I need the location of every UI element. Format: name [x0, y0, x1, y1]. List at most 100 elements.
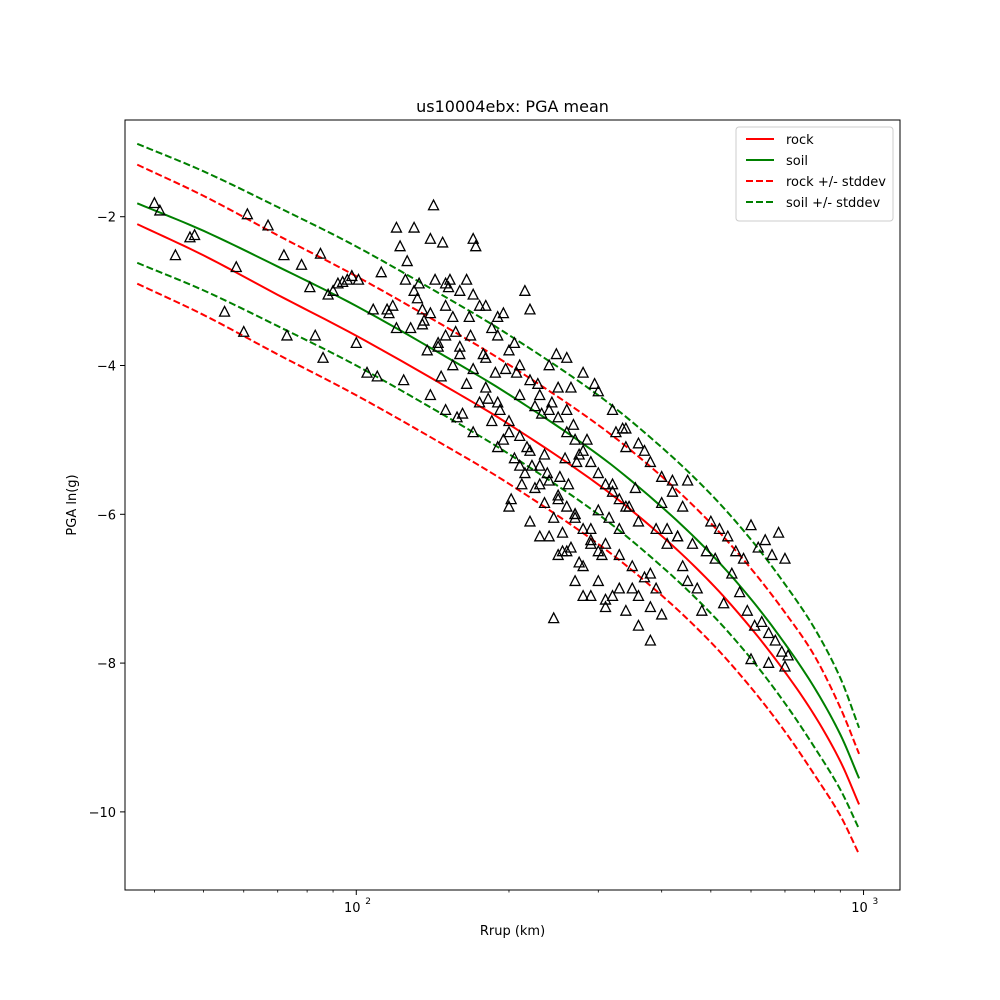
data-point	[523, 444, 537, 456]
data-point	[661, 537, 674, 549]
data-point	[552, 492, 565, 505]
data-point	[545, 395, 558, 408]
data-point	[666, 473, 679, 486]
data-point	[721, 529, 734, 542]
y-tick-label: −2	[97, 211, 116, 226]
data-point	[700, 544, 713, 557]
data-point	[450, 410, 464, 423]
data-point	[752, 540, 765, 553]
data-point	[397, 373, 410, 386]
data-point	[759, 533, 772, 546]
data-point	[401, 254, 414, 267]
data-point	[741, 604, 754, 616]
data-point	[327, 284, 340, 296]
data-point	[778, 659, 792, 672]
data-point	[218, 305, 231, 317]
legend-label: rock +/- stddev	[786, 175, 886, 190]
data-point	[613, 548, 626, 561]
data-point	[629, 481, 642, 494]
data-point	[314, 246, 327, 259]
data-point	[435, 369, 448, 382]
data-point	[515, 477, 528, 490]
data-point	[681, 574, 694, 587]
data-point	[606, 403, 619, 415]
data-point	[230, 260, 243, 273]
data-point	[577, 559, 590, 572]
data-point	[564, 540, 578, 553]
data-point	[626, 559, 639, 572]
data-point	[322, 287, 335, 300]
data-point	[592, 574, 605, 587]
data-point	[513, 429, 526, 442]
data-point	[599, 537, 612, 549]
series-line-4	[136, 142, 861, 729]
data-point	[479, 351, 492, 363]
plot-markers	[148, 196, 795, 672]
data-point	[762, 626, 775, 639]
y-axis-label: PGA ln(g)	[65, 474, 80, 535]
x-axis-label: Rrup (km)	[480, 924, 545, 939]
x-tick-label: 10	[851, 901, 868, 916]
data-point	[473, 299, 486, 311]
data-point	[427, 198, 440, 211]
data-point	[439, 328, 452, 341]
data-point	[584, 537, 597, 549]
x-tick-exponent: 2	[365, 897, 371, 907]
data-point	[341, 273, 354, 285]
data-point	[550, 347, 563, 360]
data-point	[559, 451, 572, 464]
data-point	[681, 473, 694, 486]
data-point	[613, 522, 626, 535]
data-point	[352, 273, 365, 285]
data-point	[619, 440, 632, 453]
data-point	[491, 310, 504, 323]
x-axis: 10 2 10 3	[154, 890, 878, 916]
data-point	[309, 328, 322, 341]
data-point	[552, 488, 565, 501]
data-point	[316, 351, 330, 363]
data-point	[775, 645, 788, 657]
data-point	[360, 366, 374, 378]
data-point	[533, 529, 546, 542]
data-point	[729, 544, 742, 557]
data-point	[570, 455, 583, 468]
data-point	[666, 485, 679, 497]
data-point	[491, 440, 504, 453]
data-point	[489, 366, 502, 378]
data-point	[584, 455, 597, 468]
data-point	[552, 548, 565, 561]
data-point	[169, 248, 182, 261]
data-point	[153, 203, 166, 216]
data-point	[553, 470, 566, 482]
y-tick-label: −10	[89, 806, 116, 821]
data-point	[533, 459, 546, 471]
data-point	[394, 239, 407, 252]
data-point	[375, 265, 388, 278]
legend-box	[735, 126, 894, 222]
series-line-1	[136, 202, 861, 779]
data-point	[505, 492, 518, 505]
data-point	[543, 529, 556, 542]
data-point	[569, 574, 582, 587]
data-point	[525, 459, 539, 471]
data-point	[502, 414, 516, 427]
data-point	[479, 299, 492, 311]
data-point	[650, 581, 663, 594]
data-point	[560, 425, 573, 438]
data-point	[560, 351, 573, 363]
data-point	[413, 276, 426, 289]
data-point	[456, 406, 469, 419]
data-point	[467, 362, 480, 375]
data-point	[584, 533, 597, 546]
data-point	[432, 336, 445, 349]
data-point	[485, 414, 498, 427]
data-point	[399, 273, 412, 285]
data-point	[371, 369, 384, 382]
data-point	[482, 392, 495, 404]
data-point	[560, 499, 573, 512]
data-point	[556, 525, 569, 538]
data-point	[592, 384, 605, 397]
data-point	[280, 328, 294, 341]
data-point	[564, 380, 578, 393]
data-point	[408, 284, 421, 296]
